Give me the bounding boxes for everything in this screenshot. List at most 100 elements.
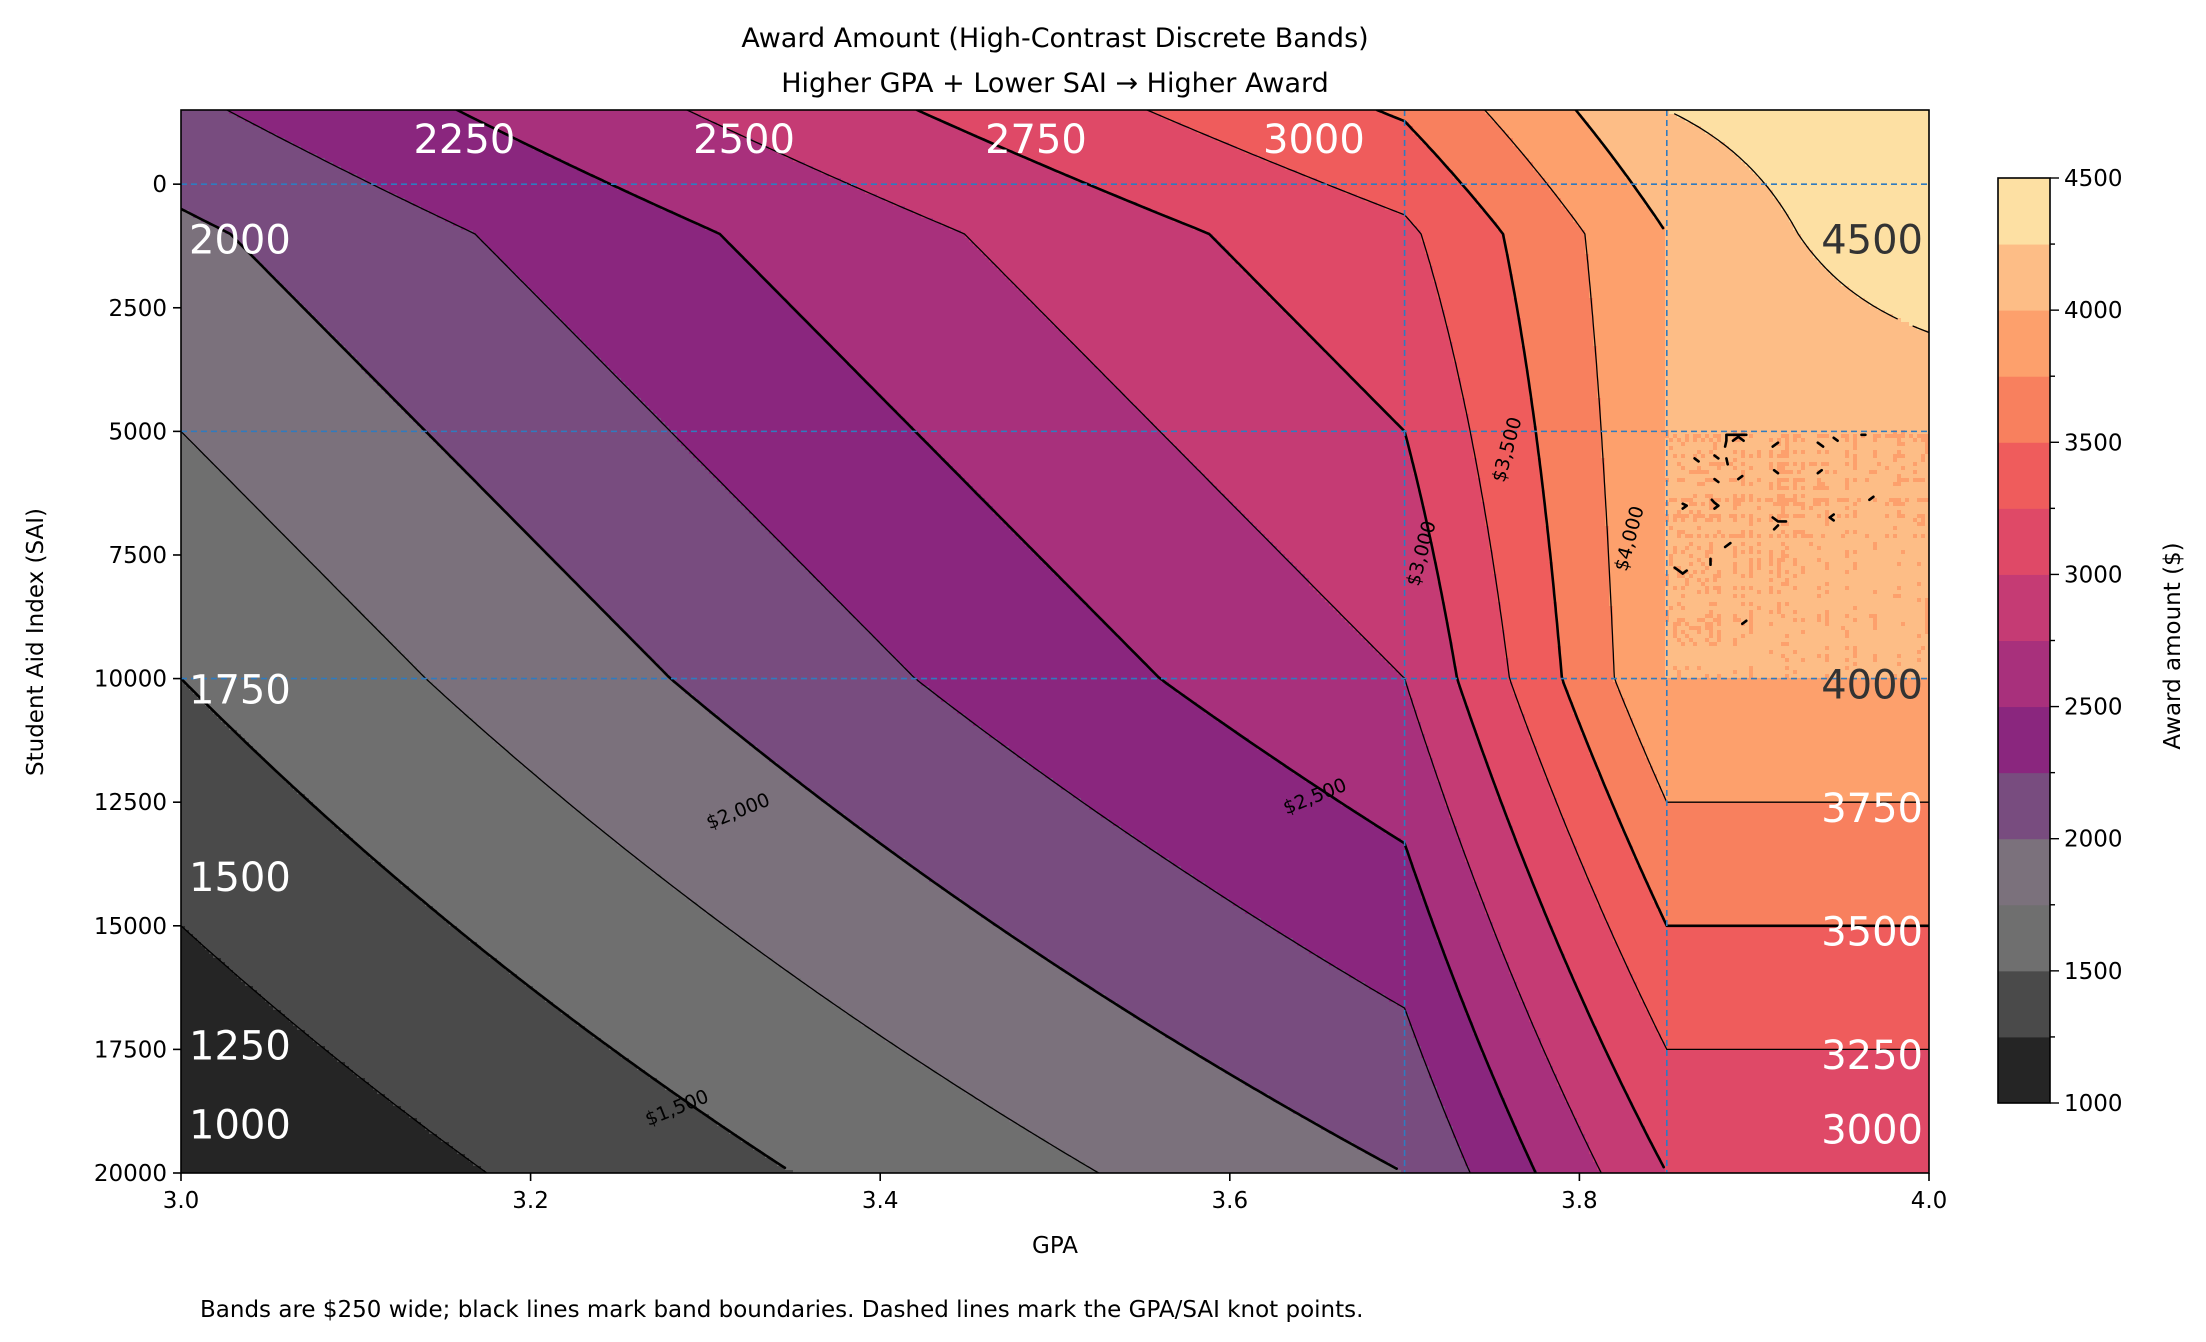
band-cell-345 bbox=[1505, 242, 1586, 247]
band-cell-2727 bbox=[1013, 750, 1266, 755]
band-cell-1916 bbox=[1609, 574, 1670, 579]
band-cell-2404 bbox=[1453, 654, 1506, 659]
band-cell-1431 bbox=[505, 510, 750, 515]
band-cell-721 bbox=[381, 386, 630, 391]
band-cell-2320 bbox=[633, 638, 878, 643]
band-cell-1447 bbox=[1785, 510, 1826, 515]
band-cell-2601 bbox=[1625, 702, 1929, 707]
band-cell-476 bbox=[1437, 290, 1514, 295]
band-cell-379 bbox=[1589, 254, 1666, 259]
band-cell-292 bbox=[1661, 222, 1794, 227]
band-cell-3257 bbox=[221, 958, 498, 963]
band-cell-408 bbox=[997, 266, 1242, 271]
band-cell-1332 bbox=[737, 498, 986, 503]
band-cell-319 bbox=[721, 234, 966, 239]
band-cell-2999 bbox=[897, 854, 1162, 859]
band-cell-2889 bbox=[837, 810, 1098, 815]
band-cell-1549 bbox=[1781, 522, 1790, 527]
band-cell-569 bbox=[181, 326, 326, 331]
band-cell-1196 bbox=[1605, 474, 1666, 479]
band-cell-361 bbox=[249, 250, 494, 255]
band-cell-50 bbox=[181, 130, 270, 135]
band-cell-888 bbox=[1881, 434, 1886, 439]
band-cell-734 bbox=[1121, 390, 1366, 395]
band-cell-579 bbox=[1917, 326, 1929, 331]
band-cell-1499 bbox=[181, 518, 270, 523]
band-cell-2763 bbox=[1489, 762, 1542, 767]
band-cell-3411 bbox=[1409, 1018, 1470, 1023]
band-cell-1364 bbox=[1873, 498, 1878, 503]
band-cell-1270 bbox=[481, 486, 726, 491]
band-cell-765 bbox=[1377, 402, 1466, 407]
band-cell-3643 bbox=[1309, 1118, 1450, 1123]
band-cell-811 bbox=[417, 422, 666, 427]
band-cell-3688 bbox=[1345, 1138, 1458, 1143]
band-cell-2661 bbox=[981, 726, 1230, 731]
band-cell-3108 bbox=[689, 898, 962, 903]
band-cell-1369 bbox=[1909, 498, 1918, 503]
band-cell-762 bbox=[645, 402, 890, 407]
band-cell-602 bbox=[581, 338, 826, 343]
band-cell-505 bbox=[545, 302, 790, 307]
band-cell-1731 bbox=[1685, 550, 1706, 555]
band-cell-1326 bbox=[1797, 494, 1802, 499]
band-cell-738 bbox=[1597, 390, 1666, 395]
band-cell-1249 bbox=[1665, 482, 1698, 487]
band-cell-30 bbox=[181, 122, 254, 127]
band-cell-64 bbox=[977, 134, 1210, 139]
band-cell-3484 bbox=[1605, 1046, 1666, 1051]
band-cell-107 bbox=[1521, 150, 1610, 155]
band-cell-2765 bbox=[1597, 762, 1650, 767]
band-cell-1203 bbox=[229, 478, 474, 483]
band-cell-1566 bbox=[1669, 526, 1674, 531]
band-cell-86 bbox=[1425, 142, 1514, 147]
band-cell-854 bbox=[1405, 434, 1474, 439]
band-cell-3700 bbox=[1589, 1142, 1654, 1147]
band-cell-3483 bbox=[1541, 1046, 1606, 1051]
band-cell-971 bbox=[1177, 446, 1410, 451]
band-cell-2357 bbox=[1737, 642, 1782, 647]
band-cell-38 bbox=[1589, 122, 1694, 127]
band-cell-3568 bbox=[373, 1086, 666, 1091]
band-cell-46 bbox=[1413, 126, 1502, 131]
band-cell-2588 bbox=[1517, 698, 1570, 703]
band-cell-3720 bbox=[181, 1154, 466, 1159]
band-cell-544 bbox=[1593, 314, 1666, 319]
band-cell-277 bbox=[1173, 218, 1410, 223]
band-cell-522 bbox=[1593, 306, 1666, 311]
band-cell-649 bbox=[1665, 354, 1929, 359]
band-cell-1712 bbox=[1789, 546, 1818, 551]
band-cell-2824 bbox=[549, 786, 806, 791]
band-cell-3757 bbox=[485, 1170, 794, 1173]
band-cell-440 bbox=[765, 278, 1010, 283]
band-cell-600 bbox=[181, 338, 338, 343]
band-cell-2079 bbox=[1445, 602, 1502, 607]
band-cell-2012 bbox=[341, 590, 586, 595]
band-cell-2825 bbox=[805, 786, 1062, 791]
band-cell-478 bbox=[1589, 290, 1666, 295]
band-cell-1615 bbox=[1701, 534, 1706, 539]
band-cell-1556 bbox=[277, 526, 522, 531]
band-cell-3216 bbox=[181, 942, 202, 947]
band-cell-3276 bbox=[181, 966, 230, 971]
band-cell-2236 bbox=[1901, 622, 1906, 627]
band-cell-1128 bbox=[705, 466, 954, 471]
contour-line-1750 bbox=[181, 430, 1100, 1173]
band-cell-3164 bbox=[1605, 918, 1666, 923]
band-cell-520 bbox=[1441, 306, 1518, 311]
band-cell-1223 bbox=[1777, 478, 1790, 483]
band-cell-3645 bbox=[1513, 1118, 1578, 1123]
band-cell-1778 bbox=[309, 558, 554, 563]
band-cell-191 bbox=[381, 186, 618, 191]
band-cell-3659 bbox=[725, 1126, 1026, 1131]
band-cell-3024 bbox=[1581, 862, 1638, 867]
band-cell-2777 bbox=[1653, 766, 1929, 771]
band-cell-2323 bbox=[1365, 638, 1450, 643]
band-cell-1994 bbox=[1721, 586, 1734, 591]
band-cell-3109 bbox=[961, 898, 1230, 903]
band-cell-2911 bbox=[1369, 818, 1454, 823]
band-cell-1544 bbox=[1545, 522, 1606, 527]
band-cell-3391 bbox=[1405, 1010, 1466, 1015]
band-cell-2849 bbox=[1329, 794, 1446, 799]
band-cell-875 bbox=[1781, 434, 1790, 439]
